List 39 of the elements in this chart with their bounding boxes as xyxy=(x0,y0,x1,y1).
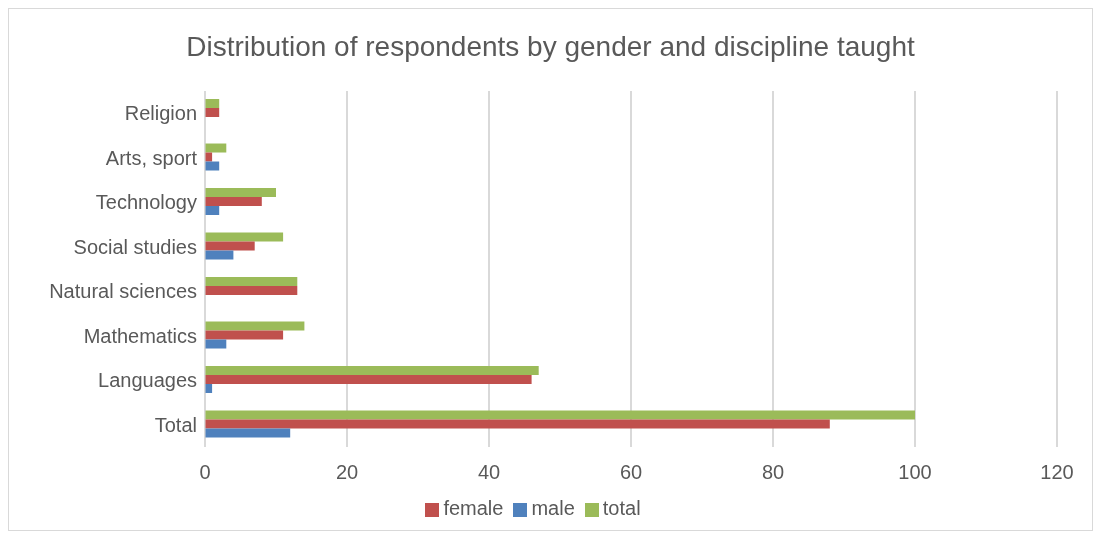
bar xyxy=(205,339,227,349)
x-tick-label: 20 xyxy=(335,461,359,484)
x-tick-label: 40 xyxy=(477,461,501,484)
bar xyxy=(205,108,220,118)
x-tick-label: 60 xyxy=(619,461,643,484)
y-tick-label: Arts, sport xyxy=(105,146,198,169)
bar xyxy=(205,286,298,296)
bar xyxy=(205,206,220,216)
bar xyxy=(205,188,276,198)
legend-label: female xyxy=(443,497,504,519)
y-tick-label: Total xyxy=(154,413,197,436)
bar xyxy=(205,419,830,429)
bar xyxy=(205,143,227,153)
bar xyxy=(205,428,291,438)
chart-title: Distribution of respondents by gender and discipline taught xyxy=(185,30,916,64)
y-tick-label: Languages xyxy=(98,369,197,392)
bar xyxy=(205,277,298,287)
legend-label: total xyxy=(602,497,641,519)
legend-label: male xyxy=(531,497,575,519)
y-tick-label: Natural sciences xyxy=(49,280,197,303)
bar xyxy=(205,250,234,260)
y-tick-label: Social studies xyxy=(73,235,197,258)
x-tick-label: 0 xyxy=(199,461,211,484)
x-tick-label: 100 xyxy=(898,461,932,484)
bar xyxy=(205,330,284,340)
y-tick-label: Mathematics xyxy=(83,324,197,347)
y-tick-label: Technology xyxy=(95,191,197,214)
bar xyxy=(205,232,284,242)
bar xyxy=(205,197,262,207)
y-tick-label: Religion xyxy=(124,102,197,125)
bar xyxy=(205,366,539,376)
bar xyxy=(205,161,220,171)
bar xyxy=(205,241,255,251)
bar xyxy=(205,99,220,109)
x-tick-label: 120 xyxy=(1040,461,1074,484)
bar xyxy=(205,321,305,331)
x-tick-label: 80 xyxy=(761,461,785,484)
bar xyxy=(205,375,532,385)
bar xyxy=(205,410,915,420)
